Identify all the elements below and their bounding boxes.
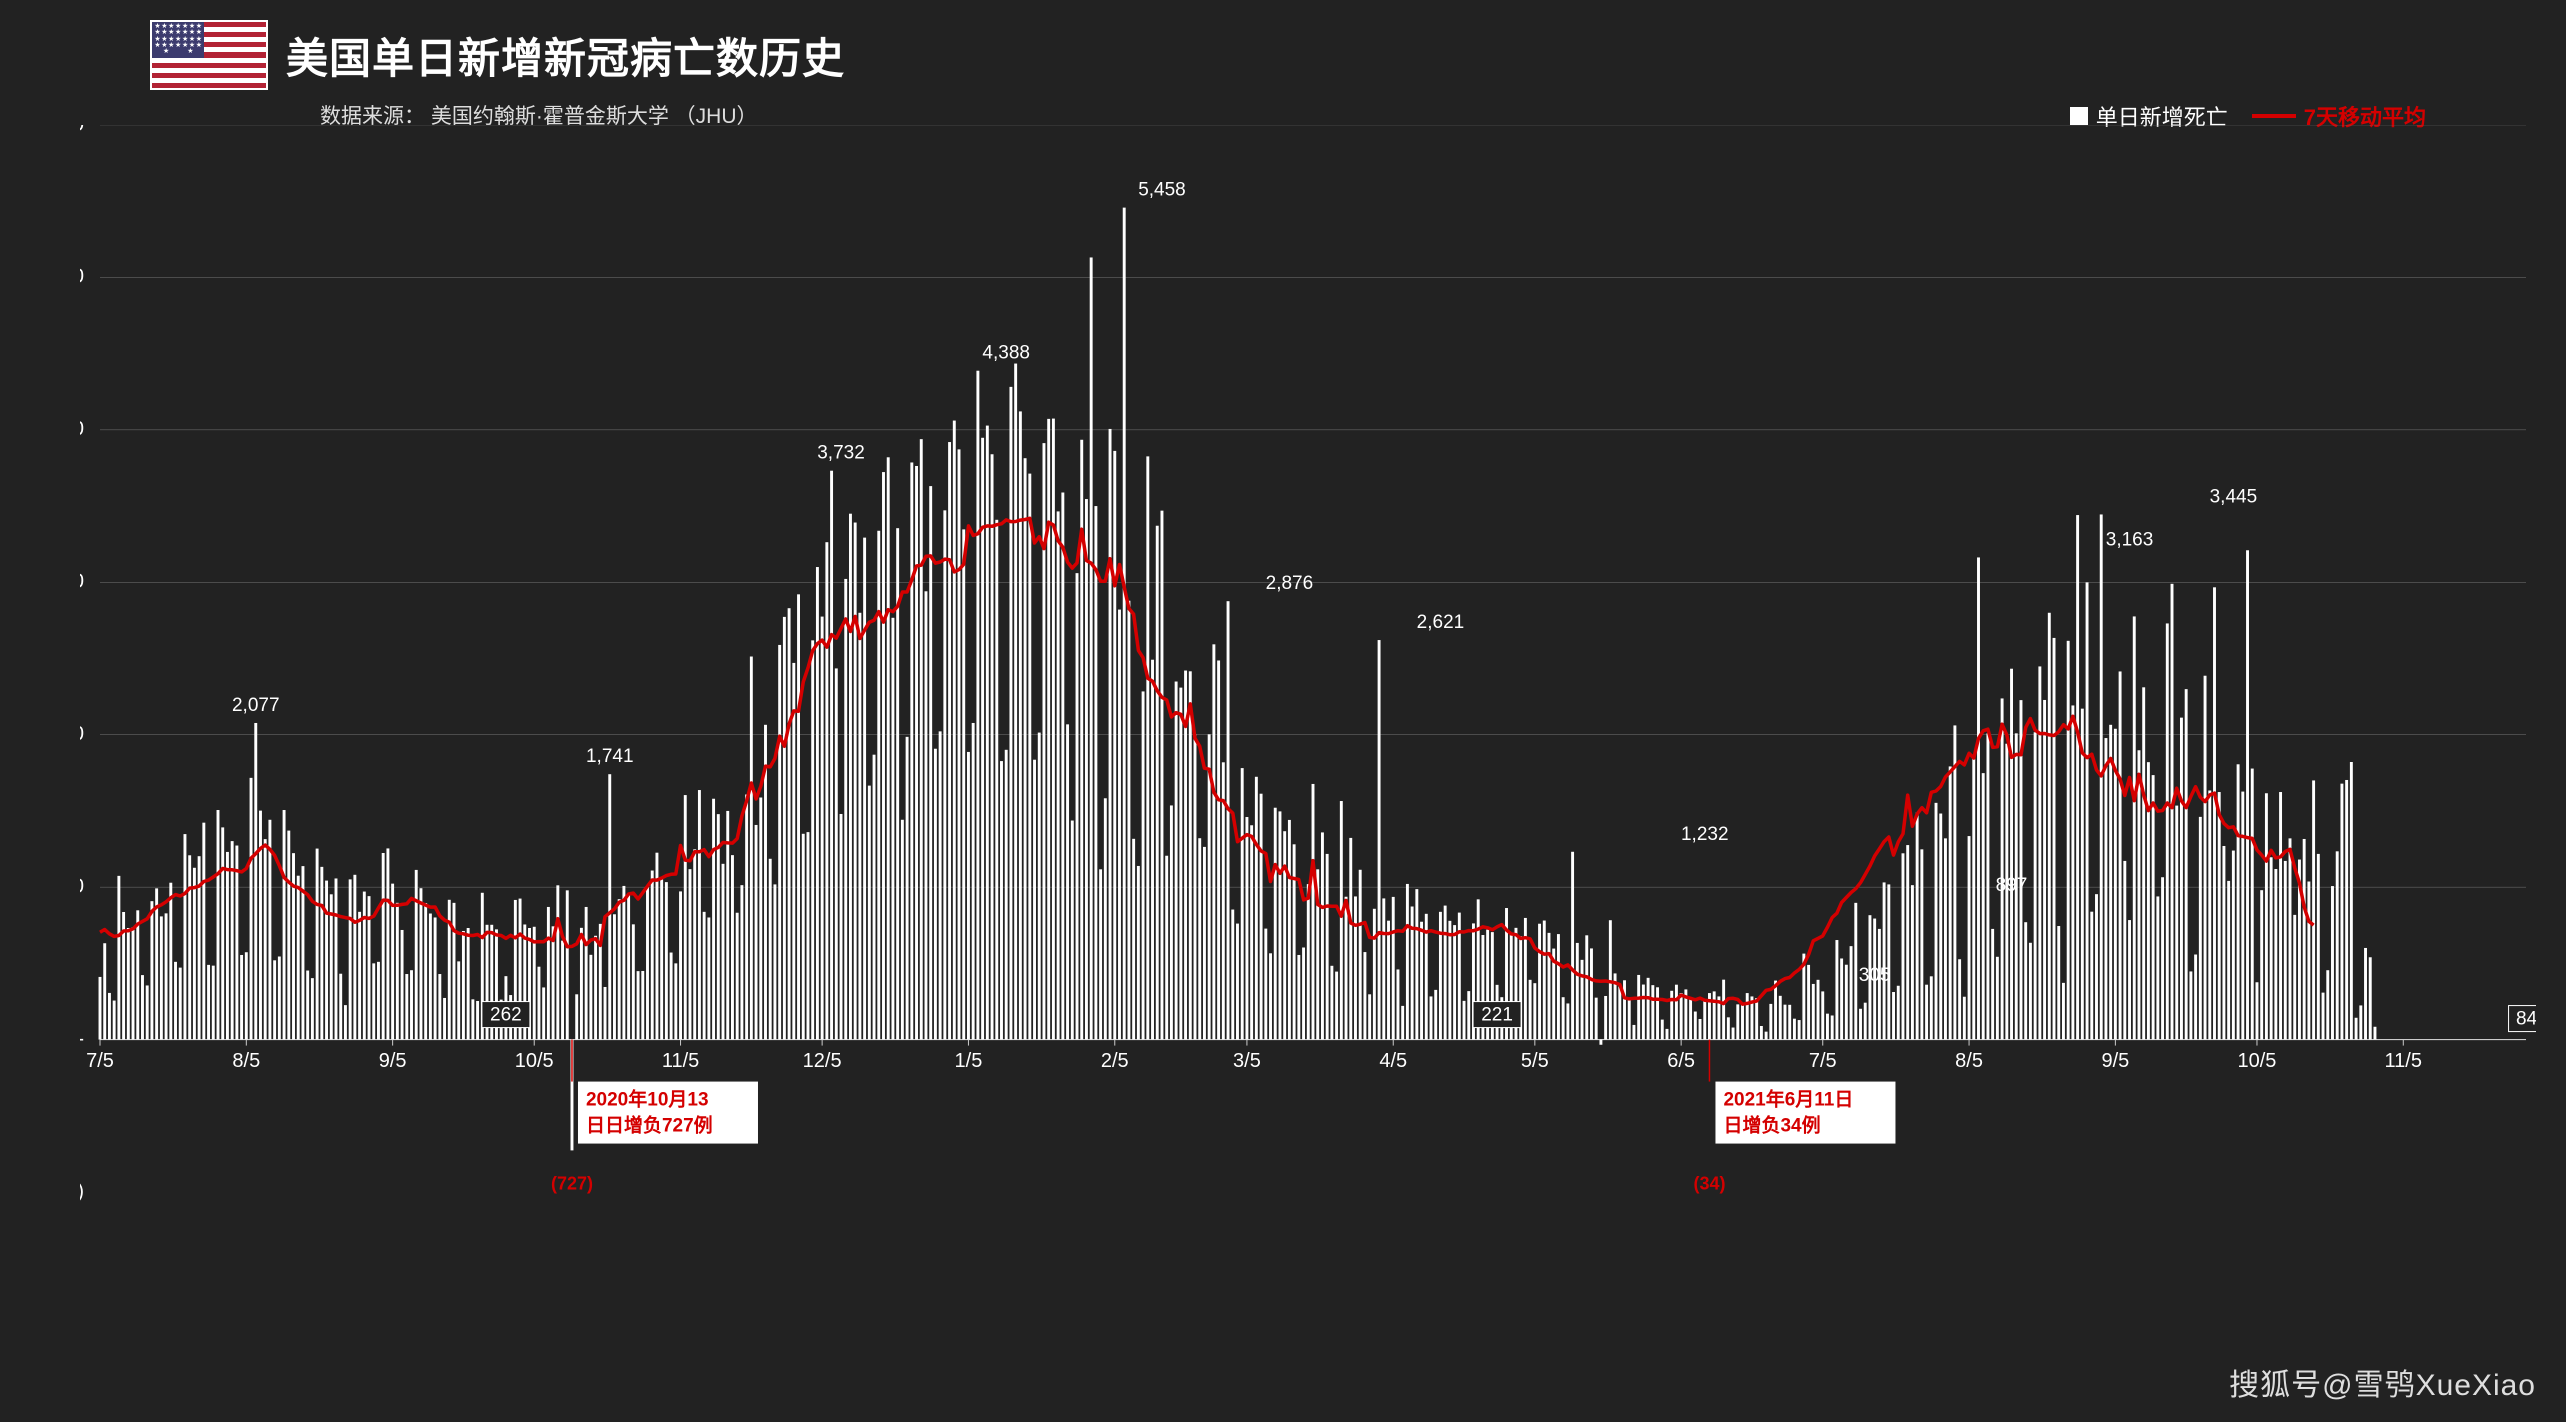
legend-line-swatch — [2252, 114, 2296, 118]
svg-text:8/5: 8/5 — [232, 1050, 260, 1072]
svg-text:(34): (34) — [1693, 1174, 1725, 1194]
svg-text:(727): (727) — [551, 1174, 593, 1194]
svg-text:6/5: 6/5 — [1667, 1050, 1695, 1072]
svg-text:4/5: 4/5 — [1379, 1050, 1407, 1072]
svg-text:11/5: 11/5 — [2385, 1050, 2422, 1072]
svg-text:9/5: 9/5 — [379, 1050, 407, 1072]
svg-text:10/5: 10/5 — [2238, 1050, 2277, 1072]
svg-text:5/5: 5/5 — [1521, 1050, 1549, 1072]
svg-text:84: 84 — [2516, 1009, 2536, 1030]
svg-text:2,000: 2,000 — [80, 723, 84, 745]
svg-text:7/5: 7/5 — [1809, 1050, 1837, 1072]
moving-average-line — [100, 518, 2314, 1004]
svg-text:11/5: 11/5 — [662, 1050, 699, 1072]
svg-text:10/5: 10/5 — [515, 1050, 554, 1072]
svg-text:305: 305 — [1859, 965, 1891, 986]
svg-text:8/5: 8/5 — [1955, 1050, 1983, 1072]
svg-text:262: 262 — [490, 1005, 522, 1026]
svg-text:7/5: 7/5 — [86, 1050, 114, 1072]
chart-header: ★★★★★★★★★★★★★★★★★★★★★★★★★★★★★★ 美国单日新增新冠病… — [150, 20, 845, 90]
svg-text:(1,000): (1,000) — [80, 1180, 84, 1202]
svg-text:日增负34例: 日增负34例 — [1723, 1114, 1820, 1137]
svg-text:-: - — [80, 1028, 84, 1050]
watermark: 搜狐号@雪鸮XueXiao — [2229, 1360, 2536, 1404]
svg-text:5,458: 5,458 — [1138, 180, 1186, 201]
us-flag-icon: ★★★★★★★★★★★★★★★★★★★★★★★★★★★★★★ — [150, 20, 268, 90]
legend-bar-swatch — [2070, 107, 2088, 125]
svg-text:2,876: 2,876 — [1266, 573, 1314, 594]
svg-text:3,732: 3,732 — [817, 443, 865, 464]
svg-text:日日增负727例: 日日增负727例 — [586, 1114, 713, 1137]
svg-text:1,232: 1,232 — [1681, 824, 1729, 845]
svg-text:9/5: 9/5 — [2101, 1050, 2129, 1072]
svg-text:1,000: 1,000 — [80, 875, 84, 897]
svg-text:4,388: 4,388 — [982, 343, 1030, 364]
svg-text:2,077: 2,077 — [232, 695, 280, 716]
svg-text:5,000: 5,000 — [80, 266, 84, 288]
svg-text:1,741: 1,741 — [586, 746, 634, 767]
plot-svg: (1,000) - 1,000 2,000 3,000 4,000 5,000 6,000 7/… — [80, 125, 2536, 1372]
svg-text:2020年10月13: 2020年10月13 — [586, 1088, 709, 1111]
svg-text:3,445: 3,445 — [2210, 486, 2258, 507]
chart-root: ★★★★★★★★★★★★★★★★★★★★★★★★★★★★★★ 美国单日新增新冠病… — [0, 0, 2566, 1422]
plot-area: (1,000) - 1,000 2,000 3,000 4,000 5,000 6,000 7/… — [80, 125, 2536, 1372]
svg-text:6,000: 6,000 — [80, 125, 84, 135]
svg-text:897: 897 — [1996, 875, 2028, 896]
svg-text:3/5: 3/5 — [1233, 1050, 1261, 1072]
svg-text:3,000: 3,000 — [80, 571, 84, 593]
svg-text:12/5: 12/5 — [803, 1050, 842, 1072]
svg-text:2021年6月11日: 2021年6月11日 — [1723, 1088, 1853, 1111]
chart-title: 美国单日新增新冠病亡数历史 — [286, 25, 845, 86]
svg-text:1/5: 1/5 — [955, 1050, 983, 1072]
svg-text:221: 221 — [1481, 1005, 1513, 1026]
svg-text:4,000: 4,000 — [80, 418, 84, 440]
svg-text:2,621: 2,621 — [1417, 612, 1465, 633]
svg-text:2/5: 2/5 — [1101, 1050, 1129, 1072]
svg-text:3,163: 3,163 — [2106, 529, 2154, 550]
